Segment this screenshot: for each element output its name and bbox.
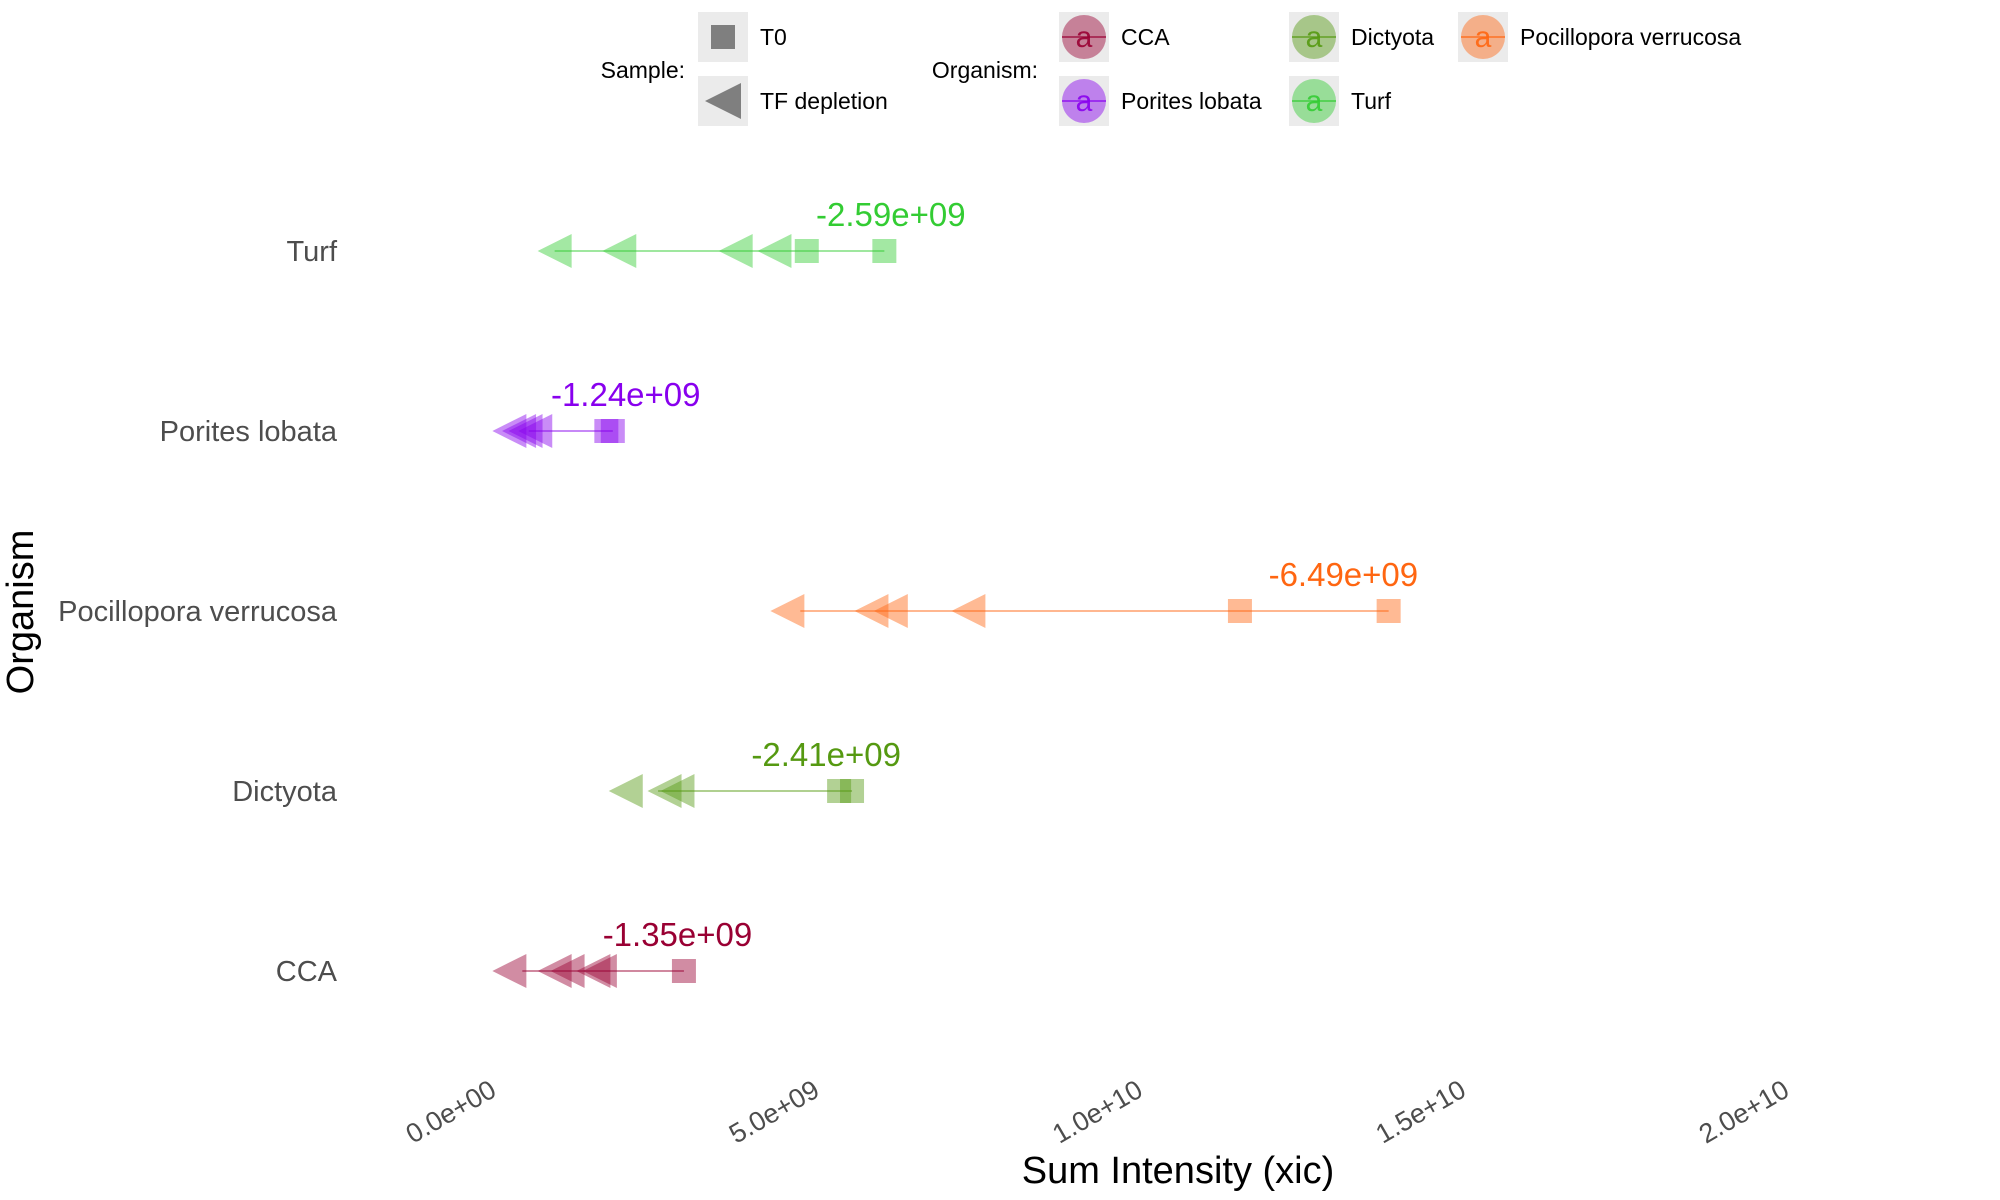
legend-key-text-glyph: a (1306, 21, 1323, 54)
series-dictyota: -2.41e+09 (608, 736, 901, 808)
t0-point (827, 779, 852, 803)
t0-point (1376, 599, 1401, 623)
t0-point (840, 779, 865, 803)
t0-point (794, 239, 819, 263)
y-tick-label: Dictyota (232, 776, 338, 808)
series-porites-lobata: -1.24e+09 (492, 376, 701, 448)
t0-point (872, 239, 897, 263)
tf-depletion-point (951, 594, 986, 628)
series-turf: -2.59e+09 (537, 196, 966, 268)
tf-depletion-point (608, 774, 643, 808)
legend: Sample: T0 TF depletion Organism: a CCA a Porit… (601, 12, 1741, 126)
difference-label: -2.59e+09 (816, 196, 966, 233)
y-axis-title: Organism (0, 530, 42, 695)
x-tick-label: 1.5e+10 (1371, 1074, 1471, 1149)
difference-label: -1.35e+09 (603, 916, 753, 953)
legend-organism-label: Porites lobata (1121, 88, 1262, 114)
tf-depletion-point (508, 414, 543, 448)
series-cca: -1.35e+09 (492, 916, 752, 988)
legend-sample-label: TF depletion (760, 88, 888, 114)
x-axis-title: Sum Intensity (xic) (1022, 1150, 1335, 1192)
tf-depletion-point (647, 774, 682, 808)
plot-area: -1.35e+09 -2.41e+09 -6.49e+09 -1.24e+09 -2.5… (492, 196, 1418, 988)
tf-depletion-point (718, 234, 753, 268)
tf-depletion-point (602, 234, 637, 268)
tf-depletion-point (660, 774, 695, 808)
legend-key-text-glyph: a (1306, 85, 1323, 118)
difference-label: -1.24e+09 (551, 376, 701, 413)
tf-depletion-point (770, 594, 805, 628)
legend-title-organism: Organism: (932, 57, 1038, 83)
legend-key-square (711, 25, 735, 49)
tf-depletion-point (492, 954, 527, 988)
tf-depletion-point (502, 414, 537, 448)
x-axis-ticks: 0.0e+00 5.0e+09 1.0e+10 1.5e+10 2.0e+10 (401, 1074, 1794, 1149)
x-tick-label: 5.0e+09 (724, 1074, 824, 1149)
legend-title-sample: Sample: (601, 57, 685, 83)
legend-organism-label: CCA (1121, 24, 1170, 50)
t0-point (600, 419, 625, 443)
legend-sample-label: T0 (760, 24, 787, 50)
tf-depletion-point (873, 594, 908, 628)
difference-label: -2.41e+09 (751, 736, 901, 773)
t0-point (594, 419, 619, 443)
tf-depletion-point (492, 414, 527, 448)
x-tick-label: 1.0e+10 (1047, 1074, 1147, 1149)
legend-organism-label: Dictyota (1351, 24, 1434, 50)
y-tick-label: Turf (287, 236, 338, 268)
y-tick-label: CCA (276, 956, 338, 988)
legend-key-triangle (705, 83, 741, 119)
difference-label: -6.49e+09 (1269, 556, 1419, 593)
tf-depletion-point (537, 954, 572, 988)
tf-depletion-point (576, 954, 611, 988)
tf-depletion-point (757, 234, 792, 268)
x-tick-label: 0.0e+00 (401, 1074, 501, 1149)
series-pocillopora-verrucosa: -6.49e+09 (770, 556, 1418, 628)
t0-point (671, 959, 696, 983)
legend-key-text-glyph: a (1475, 21, 1492, 54)
legend-organism-label: Turf (1351, 88, 1392, 114)
tf-depletion-point (537, 234, 572, 268)
y-tick-label: Porites lobata (160, 416, 338, 448)
y-tick-label: Pocillopora verrucosa (58, 596, 338, 628)
tf-depletion-point (518, 414, 553, 448)
legend-organism-label: Pocillopora verrucosa (1520, 24, 1741, 50)
legend-key-text-glyph: a (1076, 85, 1093, 118)
t0-point (1227, 599, 1252, 623)
tf-depletion-point (550, 954, 585, 988)
x-tick-label: 2.0e+10 (1694, 1074, 1794, 1149)
legend-key-text-glyph: a (1076, 21, 1093, 54)
tf-depletion-point (582, 954, 617, 988)
tf-depletion-point (854, 594, 889, 628)
y-axis-ticks: CCA Dictyota Pocillopora verrucosa Porites … (58, 236, 338, 988)
